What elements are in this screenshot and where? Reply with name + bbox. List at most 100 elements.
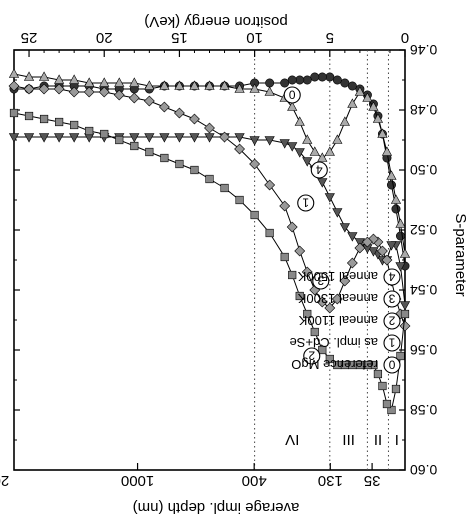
data-point xyxy=(265,228,274,238)
depth-tick-label: 1000 xyxy=(121,472,154,489)
data-point xyxy=(205,174,214,184)
data-point xyxy=(249,136,260,146)
legend-num: 2 xyxy=(388,314,395,328)
data-point xyxy=(144,133,155,143)
data-point xyxy=(84,77,95,87)
data-point xyxy=(324,146,335,156)
plot-frame xyxy=(13,49,406,471)
data-point xyxy=(310,72,320,82)
data-point xyxy=(386,180,396,190)
data-point xyxy=(395,231,405,241)
energy-tick-label: 0 xyxy=(401,29,409,46)
data-point xyxy=(346,257,358,269)
curve-label-text: 3 xyxy=(317,274,324,288)
data-point xyxy=(159,133,170,143)
legend-num: 1 xyxy=(388,336,395,350)
data-point xyxy=(372,113,384,123)
data-point xyxy=(325,72,335,82)
data-point xyxy=(265,78,275,88)
series-4 xyxy=(8,68,411,258)
legend-marker-4 xyxy=(383,268,401,286)
energy-tick-label: 5 xyxy=(326,29,334,46)
data-point xyxy=(280,252,289,262)
data-point xyxy=(361,236,373,248)
data-point xyxy=(38,71,50,81)
data-point xyxy=(339,275,351,287)
data-point xyxy=(318,345,327,355)
curve-label-text: 4 xyxy=(316,163,323,177)
series-2 xyxy=(9,108,410,415)
energy-tick-label: 25 xyxy=(21,29,38,46)
region-label: I xyxy=(395,431,399,448)
data-point xyxy=(378,381,387,391)
data-point xyxy=(333,360,342,370)
depth-axis-title: average impl. depth (nm) xyxy=(133,499,300,516)
data-point xyxy=(189,80,200,90)
data-point xyxy=(159,80,170,90)
data-point xyxy=(310,327,319,337)
curve-label-text: 2 xyxy=(308,349,315,363)
data-point xyxy=(54,74,65,84)
data-point xyxy=(303,309,312,319)
data-point xyxy=(294,116,305,126)
data-point xyxy=(391,384,401,394)
data-point xyxy=(85,126,94,136)
data-point xyxy=(280,78,290,88)
legend: 4 anneal 1500K 3 anneal 1300K 2 anneal 1… xyxy=(289,268,401,374)
data-point xyxy=(115,135,124,145)
data-point xyxy=(354,86,365,96)
data-point xyxy=(381,254,393,266)
curve-label-circle xyxy=(297,194,315,212)
legend-entry: 1 as impl. Cd+Se xyxy=(289,334,401,352)
legend-entry: 2 anneal 1100K xyxy=(298,312,401,330)
data-point xyxy=(98,86,110,98)
data-point xyxy=(189,113,200,125)
y-axis-title: S-parameter xyxy=(452,213,469,296)
legend-label: as impl. Cd+Se xyxy=(289,335,378,350)
y-axis: 0.46 0.48 0.50 0.52 0.54 0.56 0.58 0.60 xyxy=(14,42,437,478)
data-point xyxy=(189,133,200,143)
legend-label: reference MgO xyxy=(291,357,378,372)
energy-tick-label: 10 xyxy=(246,29,263,46)
data-point xyxy=(114,77,125,87)
data-point xyxy=(220,183,229,193)
data-point xyxy=(286,221,298,233)
data-point xyxy=(339,116,350,126)
data-point xyxy=(219,80,230,90)
data-point xyxy=(377,128,388,138)
data-point xyxy=(339,223,350,233)
data-point xyxy=(145,147,154,157)
data-point xyxy=(325,354,334,364)
data-point xyxy=(381,146,393,156)
curve-label-text: 0 xyxy=(289,88,296,102)
data-point xyxy=(53,83,65,95)
legend-marker-2 xyxy=(383,312,401,330)
data-point xyxy=(204,80,215,90)
data-point xyxy=(395,218,406,228)
curve-label-circle xyxy=(303,347,321,365)
data-point xyxy=(235,195,244,205)
data-point xyxy=(340,78,350,88)
data-point xyxy=(204,133,215,143)
data-point xyxy=(23,83,35,95)
data-point xyxy=(332,208,343,218)
data-point xyxy=(38,83,50,95)
data-point xyxy=(317,152,328,162)
depth-axis: 35 130 400 1000 2000 xyxy=(0,463,380,489)
data-point xyxy=(400,309,410,319)
data-point xyxy=(173,107,185,119)
data-point xyxy=(324,302,336,314)
data-point xyxy=(175,159,184,169)
data-point xyxy=(39,114,49,124)
legend-marker-1 xyxy=(383,334,401,352)
data-point xyxy=(288,270,297,280)
energy-tick-label: 20 xyxy=(96,29,113,46)
energy-tick-label: 15 xyxy=(171,29,188,46)
data-point xyxy=(160,153,169,163)
y-tick-label: 0.46 xyxy=(410,42,437,58)
energy-axis-title: positron energy (keV) xyxy=(144,13,287,30)
data-point xyxy=(386,170,397,180)
curve-label-circle xyxy=(312,272,330,290)
data-point xyxy=(287,75,297,85)
data-point xyxy=(69,133,80,143)
